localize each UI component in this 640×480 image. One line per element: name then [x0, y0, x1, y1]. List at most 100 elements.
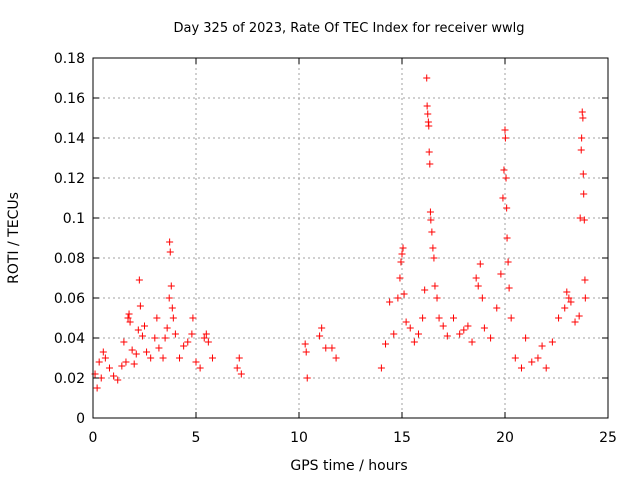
data-point: [386, 298, 394, 306]
data-point: [443, 332, 451, 340]
data-point: [423, 102, 431, 110]
y-tick-label: 0.12: [54, 171, 85, 187]
data-point: [430, 254, 438, 262]
data-point: [237, 370, 245, 378]
y-tick-label: 0.06: [54, 291, 85, 307]
data-point: [318, 324, 326, 332]
data-point: [522, 334, 530, 342]
data-point: [141, 322, 148, 330]
data-point: [578, 134, 586, 142]
data-point: [208, 354, 216, 362]
data-point: [120, 338, 128, 346]
data-point: [382, 340, 390, 348]
data-point: [581, 294, 589, 302]
y-tick-labels: 0 0.02 0.04 0.06 0.08 0.1 0.12 0.14 0.16 0.18: [54, 51, 608, 427]
data-point: [402, 318, 410, 326]
y-tick-label: 0.08: [54, 251, 85, 267]
x-tick-label: 5: [192, 430, 201, 446]
data-point: [580, 190, 588, 198]
data-point: [196, 364, 204, 372]
y-tick-label: 0.04: [54, 331, 85, 347]
data-point: [153, 314, 161, 322]
data-point: [528, 358, 536, 366]
data-point: [147, 354, 155, 362]
data-point: [431, 282, 439, 290]
data-point: [200, 334, 208, 342]
data-point: [136, 302, 144, 310]
scatter-points: [91, 74, 589, 392]
data-point: [301, 340, 309, 348]
data-point: [155, 344, 163, 352]
data-point: [135, 276, 143, 284]
data-point: [204, 338, 212, 346]
data-point: [396, 274, 404, 282]
data-point: [563, 288, 571, 296]
data-point: [433, 294, 441, 302]
y-axis-label: ROTI / TECUs: [6, 192, 22, 284]
data-point: [499, 194, 507, 202]
data-point: [125, 310, 133, 318]
data-point: [176, 354, 184, 362]
x-tick-label: 20: [496, 430, 514, 446]
data-point: [332, 354, 340, 362]
data-point: [159, 354, 167, 362]
data-point: [505, 284, 513, 292]
y-tick-label: 0.16: [54, 91, 85, 107]
data-point: [460, 326, 468, 334]
data-point: [555, 314, 563, 322]
x-tick-labels: 0 5 10 15 20 25: [89, 58, 617, 446]
data-point: [450, 314, 457, 322]
data-point: [575, 312, 583, 320]
data-point: [118, 362, 126, 370]
data-point: [502, 174, 510, 182]
data-point: [511, 354, 519, 362]
data-point: [425, 122, 433, 130]
data-point: [394, 294, 402, 302]
data-point: [429, 244, 437, 252]
data-point: [93, 384, 101, 392]
data-point: [188, 330, 196, 338]
data-point: [435, 314, 443, 322]
data-point: [517, 364, 525, 372]
data-point: [504, 258, 512, 266]
data-point: [476, 260, 484, 268]
data-point: [571, 318, 579, 326]
data-point: [421, 286, 429, 294]
data-point: [322, 344, 330, 352]
plot-grid: [93, 58, 608, 418]
data-point: [377, 364, 385, 372]
data-point: [124, 314, 132, 322]
data-point: [114, 376, 122, 384]
data-point: [166, 238, 174, 246]
data-point: [397, 258, 405, 266]
data-point: [501, 126, 509, 134]
plot-frame: [92, 57, 609, 419]
data-point: [390, 330, 398, 338]
data-point: [474, 282, 482, 290]
data-point: [400, 290, 408, 298]
data-point: [579, 114, 587, 122]
data-point: [464, 322, 472, 330]
data-point: [166, 248, 174, 256]
data-point: [410, 338, 418, 346]
data-point: [303, 374, 311, 382]
data-point: [110, 372, 118, 380]
data-point: [419, 314, 427, 322]
x-tick-label: 0: [89, 430, 98, 446]
data-point: [233, 364, 241, 372]
y-tick-label: 0.14: [54, 131, 85, 147]
data-point: [105, 364, 113, 372]
data-point: [501, 134, 509, 142]
data-point: [472, 274, 480, 282]
data-point: [161, 334, 169, 342]
data-point: [439, 322, 447, 330]
data-point: [398, 250, 406, 258]
data-point: [126, 318, 134, 326]
data-point: [189, 314, 197, 322]
data-point: [538, 342, 546, 350]
data-point: [577, 146, 585, 154]
data-point: [424, 110, 432, 118]
data-point: [534, 354, 542, 362]
data-point: [423, 74, 431, 82]
